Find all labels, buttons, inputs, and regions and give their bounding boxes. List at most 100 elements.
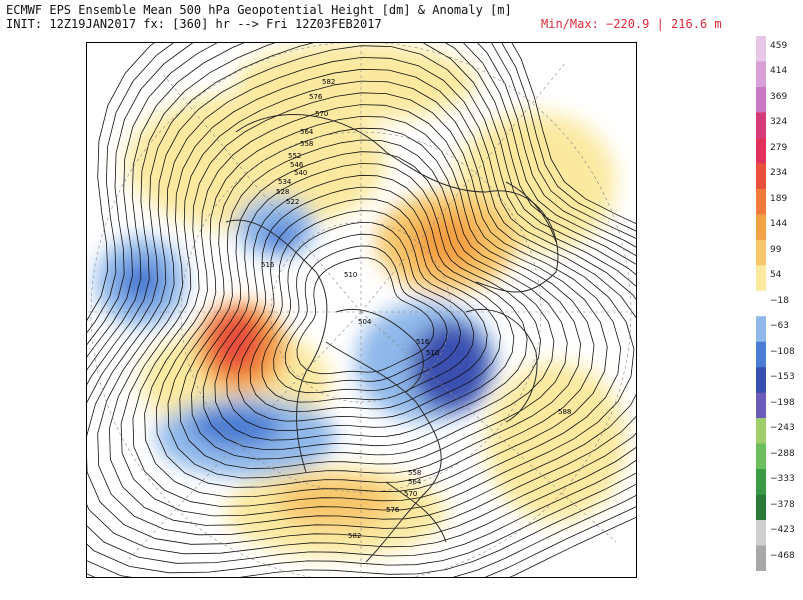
contour-label: 564 — [408, 478, 422, 486]
height-contour-line — [284, 245, 448, 384]
colorbar-tick: 54 — [770, 270, 782, 280]
height-contour-line — [86, 42, 637, 564]
height-contour-line — [120, 80, 635, 517]
contour-label: 570 — [404, 490, 417, 498]
colorbar-tick: 144 — [770, 219, 787, 229]
colorbar-tick: −108 — [770, 347, 795, 357]
height-contour-line — [249, 210, 488, 413]
height-contour-line — [86, 42, 637, 578]
colorbar-swatch — [756, 239, 766, 266]
contour-label: 564 — [300, 128, 314, 136]
colorbar-tick: −18 — [770, 296, 789, 306]
height-contour-line — [226, 186, 515, 432]
colorbar-swatch — [756, 316, 766, 343]
colorbar-swatch — [756, 137, 766, 164]
colorbar-tick: 369 — [770, 92, 787, 102]
colorbar-swatch — [756, 265, 766, 292]
height-contour-line — [86, 42, 637, 578]
contour-label: 558 — [408, 469, 421, 477]
height-contour-line — [86, 42, 637, 578]
colorbar-swatch — [756, 87, 766, 113]
colorbar-boxes — [756, 36, 766, 571]
graticule — [86, 42, 637, 578]
colorbar-tick: −468 — [770, 551, 795, 561]
colorbar-tick: 234 — [770, 168, 787, 178]
colorbar-swatch — [756, 214, 766, 241]
init-time-label: INIT: 12Z19JAN2017 fx: [360] hr --> Fri … — [6, 17, 382, 31]
contour-label: 510 — [426, 349, 439, 357]
colorbar-tick: 414 — [770, 66, 787, 76]
colorbar-tick: 459 — [770, 41, 787, 51]
map-frame — [86, 42, 637, 578]
colorbar-swatch — [756, 290, 766, 317]
colorbar-tick: −378 — [770, 500, 795, 510]
height-contour-line — [179, 139, 568, 469]
contour-label: 582 — [348, 532, 361, 540]
colorbar-swatch — [756, 341, 766, 368]
colorbar-swatch — [756, 469, 766, 496]
height-contour-line — [108, 68, 637, 526]
contour-label: 546 — [290, 161, 304, 169]
contour-label: 576 — [309, 93, 323, 101]
colorbar-swatch — [756, 392, 766, 419]
contour-label: 582 — [322, 78, 335, 86]
height-contour-line — [155, 115, 595, 488]
height-contour-line — [296, 257, 435, 375]
contour-label: 510 — [344, 271, 357, 279]
colorbar-tick: 99 — [770, 245, 782, 255]
chart-title: ECMWF EPS Ensemble Mean 500 hPa Geopoten… — [6, 3, 512, 17]
contour-label: 534 — [278, 178, 292, 186]
contour-label: 528 — [276, 188, 289, 196]
coastlines — [225, 114, 559, 563]
colorbar-swatch — [756, 188, 766, 215]
contour-label: 516 — [261, 261, 275, 269]
height-contour-line — [144, 104, 608, 498]
colorbar-labels: 459 414 369 324 279 234 189 144 99 54 −1… — [770, 41, 795, 561]
colorbar-tick: −333 — [770, 474, 795, 484]
height-contour-line — [191, 151, 555, 460]
height-contour-line — [167, 127, 582, 479]
contour-label: 516 — [416, 338, 430, 346]
colorbar-swatch — [756, 163, 766, 190]
height-contours — [86, 42, 637, 578]
min-max-label: Min/Max: −220.9 | 216.6 m — [541, 17, 722, 31]
colorbar-tick: 279 — [770, 143, 787, 153]
contour-label: 558 — [300, 140, 313, 148]
height-contour-line — [214, 174, 528, 441]
colorbar-tick: −243 — [770, 423, 795, 433]
colorbar: 459 414 369 324 279 234 189 144 99 54 −1… — [756, 36, 795, 571]
colorbar-swatch — [756, 112, 766, 139]
colorbar-swatch — [756, 36, 766, 62]
height-contour-line — [86, 45, 637, 545]
contour-label: 504 — [358, 318, 372, 326]
colorbar-swatch — [756, 520, 766, 546]
colorbar-tick: −63 — [770, 321, 789, 331]
height-contour-line — [132, 92, 622, 507]
height-contour-line — [97, 57, 637, 536]
contour-label: 588 — [558, 408, 571, 416]
colorbar-tick: −288 — [770, 449, 795, 459]
polar-stereographic-map: 582 576 570 564 558 552 546 540 534 528 … — [86, 42, 637, 578]
height-contour-line — [86, 42, 637, 555]
height-contour-line — [86, 42, 637, 578]
contour-label: 522 — [286, 198, 299, 206]
contour-label: 576 — [386, 506, 400, 514]
colorbar-tick: −153 — [770, 372, 795, 382]
colorbar-swatch — [756, 367, 766, 394]
contour-label-group: 582 576 570 564 558 552 546 540 534 528 … — [261, 78, 571, 540]
height-contour-line — [86, 42, 637, 574]
colorbar-tick: 324 — [770, 117, 787, 127]
height-contour-line — [261, 221, 475, 403]
contour-label: 570 — [315, 110, 328, 118]
height-contour-line — [237, 198, 501, 422]
colorbar-swatch — [756, 418, 766, 445]
height-contour-line — [273, 233, 461, 394]
colorbar-tick: −198 — [770, 398, 795, 408]
colorbar-swatch — [756, 545, 766, 571]
height-contour-line — [202, 163, 542, 450]
colorbar-swatch — [756, 61, 766, 88]
contour-label: 552 — [288, 152, 301, 160]
colorbar-tick: −423 — [770, 525, 795, 535]
contour-label: 540 — [294, 169, 307, 177]
colorbar-tick: 189 — [770, 194, 787, 204]
